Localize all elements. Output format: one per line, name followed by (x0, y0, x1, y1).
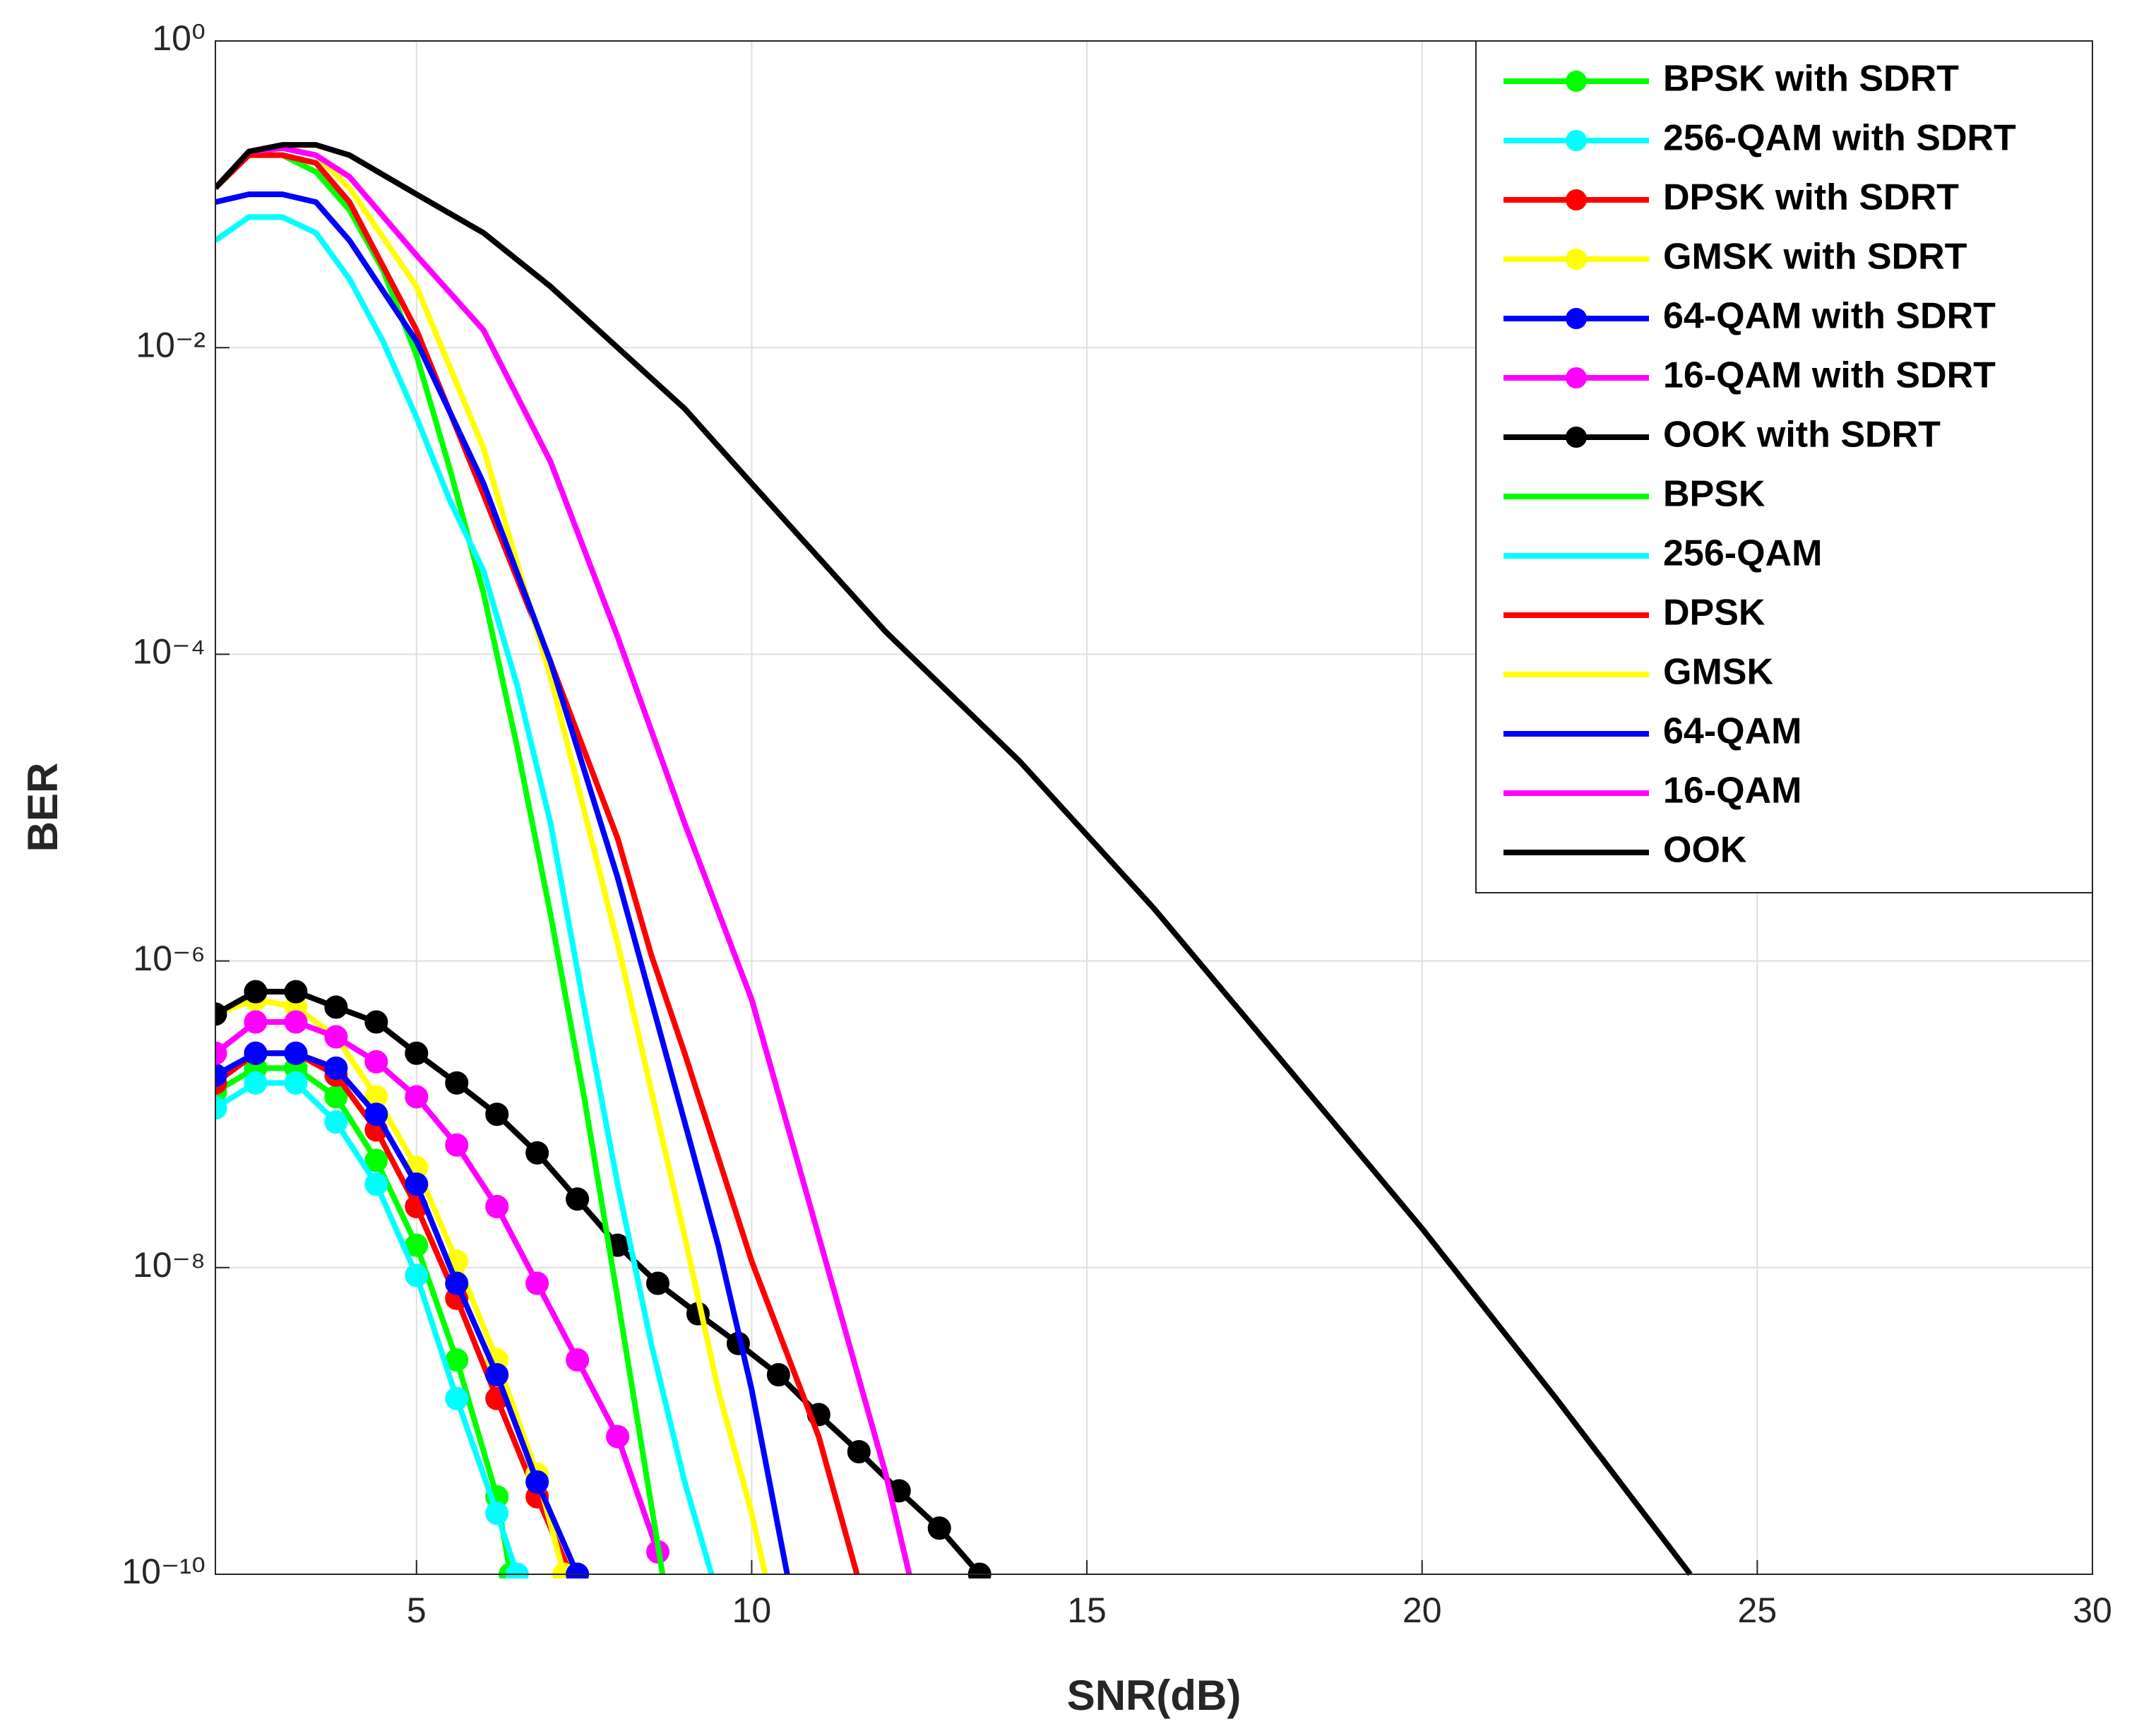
legend-label: 16-QAM (1663, 771, 1802, 811)
series-marker (244, 980, 268, 1004)
legend-label: OOK with SDRT (1663, 415, 1941, 456)
legend-label: 256-QAM with SDRT (1663, 118, 2016, 159)
x-tick-label: 5 (407, 1591, 427, 1630)
legend-marker (1566, 189, 1587, 210)
y-tick-label: 10⁻⁴ (133, 632, 206, 672)
series-marker (284, 980, 308, 1004)
series-marker (445, 1386, 469, 1410)
series-marker (324, 1056, 348, 1080)
series-marker (566, 1187, 590, 1211)
legend-label: DPSK (1663, 593, 1765, 634)
series-marker (405, 1085, 429, 1109)
series-marker (364, 1148, 388, 1172)
series-marker (766, 1363, 790, 1387)
series-marker (606, 1425, 630, 1449)
series-marker (646, 1271, 670, 1295)
legend-marker (1566, 249, 1587, 270)
series-marker (284, 1010, 308, 1034)
series-line (215, 191, 790, 1575)
series-marker (364, 1010, 388, 1034)
series-line (215, 214, 715, 1576)
series-marker (445, 1133, 469, 1157)
series-line (215, 997, 567, 1576)
series-marker (215, 1096, 227, 1120)
series-line (215, 145, 912, 1575)
series-marker (324, 995, 348, 1019)
series-marker (927, 1516, 951, 1540)
x-tick-label: 20 (1403, 1591, 1442, 1630)
series-marker (244, 1041, 268, 1065)
legend-label: 64-QAM (1663, 711, 1802, 752)
series-marker (324, 1025, 348, 1049)
series-marker (405, 1041, 429, 1065)
x-tick-label: 30 (2073, 1591, 2112, 1630)
series-marker (525, 1470, 549, 1494)
legend-marker (1566, 367, 1587, 388)
legend-marker (1566, 308, 1587, 329)
series-marker (525, 1141, 549, 1165)
series-marker (485, 1194, 509, 1218)
y-tick-label: 10⁰ (152, 18, 206, 58)
legend-label: GMSK (1663, 652, 1773, 693)
y-tick-label: 10⁻¹⁰ (121, 1552, 206, 1591)
series-marker (244, 1010, 268, 1034)
series-marker (485, 1363, 509, 1387)
legend-marker (1566, 71, 1587, 92)
y-axis-label: BER (19, 763, 66, 852)
x-tick-label: 15 (1067, 1591, 1107, 1630)
series-marker (324, 1110, 348, 1134)
series-marker (244, 1071, 268, 1095)
legend-label: 16-QAM with SDRT (1663, 355, 1996, 396)
series-marker (405, 1172, 429, 1196)
series-line (215, 142, 1693, 1576)
series-marker (215, 1041, 227, 1065)
series-marker (847, 1439, 871, 1463)
plot-area (215, 142, 1693, 1579)
legend-label: OOK (1663, 830, 1747, 871)
series-marker (364, 1102, 388, 1126)
legend-box (1475, 40, 2093, 893)
series-marker (445, 1271, 469, 1295)
series-marker (485, 1502, 509, 1526)
y-tick-label: 10⁻⁸ (133, 1245, 206, 1285)
series-line (215, 1050, 580, 1576)
series-marker (284, 1071, 308, 1095)
series-marker (525, 1271, 549, 1295)
legend-label: 256-QAM (1663, 533, 1822, 574)
series-marker (364, 1050, 388, 1074)
y-tick-label: 10⁻² (136, 325, 206, 364)
series-marker (364, 1172, 388, 1196)
legend-label: GMSK with SDRT (1663, 237, 1967, 278)
series-marker (215, 1063, 227, 1087)
series-marker (405, 1264, 429, 1288)
legend: BPSK with SDRT 256-QAM with SDRT DPSK with… (1475, 40, 2093, 893)
x-tick-label: 10 (732, 1591, 772, 1630)
x-axis-label: SNR(dB) (1067, 1672, 1241, 1719)
legend-label: 64-QAM with SDRT (1663, 296, 1996, 337)
series-marker (215, 1002, 227, 1026)
y-tick-label: 10⁻⁶ (133, 939, 206, 978)
x-tick-label: 25 (1738, 1591, 1777, 1630)
legend-label: BPSK (1663, 474, 1765, 515)
legend-marker (1566, 130, 1587, 151)
series-marker (485, 1102, 509, 1126)
legend-marker (1566, 427, 1587, 448)
series-marker (284, 1041, 308, 1065)
legend-label: BPSK with SDRT (1663, 59, 1959, 100)
series-marker (445, 1071, 469, 1095)
series-marker (566, 1348, 590, 1372)
legend-label: DPSK with SDRT (1663, 177, 1959, 218)
